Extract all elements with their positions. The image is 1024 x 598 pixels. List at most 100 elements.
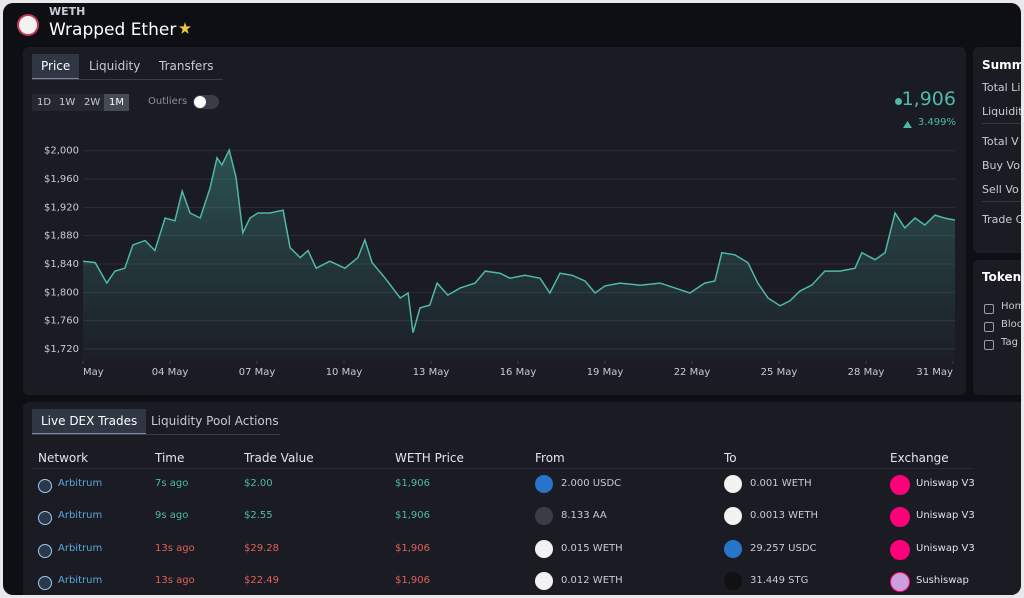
column-header: To xyxy=(724,451,737,465)
cell-from: 8.133 AA xyxy=(561,510,607,522)
link-icon xyxy=(984,322,994,332)
summary-item: Buy Vo xyxy=(982,159,1020,172)
asset-icon xyxy=(535,571,553,590)
network-icon xyxy=(38,479,52,493)
summary-card: Summa Total Li Liquidit Total V Buy Vo Sell V… xyxy=(973,47,1021,253)
cell-exchange: Uniswap V3 xyxy=(916,510,975,522)
cell-to: 29.257 USDC xyxy=(750,542,817,554)
x-tick-label: 25 May xyxy=(761,367,798,378)
link-icon xyxy=(984,304,994,314)
cell-time: 13s ago xyxy=(155,574,195,586)
asset-icon xyxy=(890,539,910,560)
summary-item: Trade C xyxy=(982,213,1021,226)
column-header: Trade Value xyxy=(244,451,314,465)
cell-to: 31.449 STG xyxy=(750,574,809,586)
chart-tab[interactable]: Price xyxy=(32,54,80,80)
token-name: Wrapped Ether xyxy=(49,20,177,40)
y-tick-label: $1,840 xyxy=(44,259,79,270)
token-link[interactable]: Bloc xyxy=(1001,319,1021,330)
network-icon xyxy=(38,543,52,558)
x-tick-label: 13 May xyxy=(413,367,450,378)
token-title: Token M xyxy=(982,270,1021,284)
x-tick-label: 22 May xyxy=(674,367,711,378)
network-icon xyxy=(38,575,52,590)
token-link[interactable]: Tag xyxy=(1001,337,1018,348)
cell-price: $1,906 xyxy=(395,574,430,586)
token-card: Token M Hom Bloc Tag xyxy=(973,260,1021,395)
network-icon xyxy=(38,511,52,526)
asset-icon xyxy=(890,475,910,495)
price-area xyxy=(83,150,955,361)
cell-network[interactable]: Arbitrum xyxy=(58,574,103,586)
cell-price: $1,906 xyxy=(395,542,430,554)
cell-from: 2.000 USDC xyxy=(561,478,622,489)
range-button[interactable]: 1M xyxy=(104,94,129,111)
x-tick-label: 19 May xyxy=(587,367,624,378)
cell-network[interactable]: Arbitrum xyxy=(58,542,103,554)
summary-item: Sell Vo xyxy=(982,183,1019,196)
cell-network[interactable]: Arbitrum xyxy=(58,510,103,522)
range-button[interactable]: 1D xyxy=(32,94,57,111)
cell-value: $2.55 xyxy=(244,510,273,522)
x-tick-label: 16 May xyxy=(500,367,537,378)
header-rule xyxy=(32,468,972,469)
trades-tab[interactable]: Live DEX Trades xyxy=(32,409,147,435)
current-price: 1,906 xyxy=(901,88,956,110)
y-tick-label: $1,760 xyxy=(44,316,79,327)
cell-value: $22.49 xyxy=(244,574,279,586)
outliers-toggle[interactable] xyxy=(193,95,219,109)
x-tick-label: 10 May xyxy=(326,367,363,378)
price-dot xyxy=(895,98,902,105)
price-card: Price Liquidity Transfers 1D 1W 2W 1M Outliers 1… xyxy=(23,47,966,395)
cell-time: 7s ago xyxy=(155,478,189,489)
summary-title: Summa xyxy=(982,58,1021,72)
asset-icon xyxy=(535,475,553,493)
x-tick-label: 28 May xyxy=(848,367,885,378)
chart-tab[interactable]: Transfers xyxy=(159,59,214,73)
trades-card: Live DEX Trades Liquidity Pool Actions Net… xyxy=(23,402,1021,595)
cell-to: 0.001 WETH xyxy=(750,478,812,489)
cell-price: $1,906 xyxy=(395,478,430,489)
asset-icon xyxy=(724,539,742,558)
range-button[interactable]: 2W xyxy=(79,94,106,111)
chart-tab[interactable]: Liquidity xyxy=(89,59,141,73)
cell-network[interactable]: Arbitrum xyxy=(58,478,103,489)
cell-exchange: Uniswap V3 xyxy=(916,542,975,554)
column-header: From xyxy=(535,451,565,465)
tab-underline xyxy=(32,434,280,435)
token-logo xyxy=(17,14,39,36)
token-symbol: WETH xyxy=(49,5,86,18)
link-icon xyxy=(984,340,994,350)
cell-value: $2.00 xyxy=(244,478,273,489)
summary-item: Total V xyxy=(982,135,1019,148)
price-change: 3.499% xyxy=(917,117,956,128)
y-tick-label: $2,000 xyxy=(44,146,79,157)
x-tick-label: 31 May xyxy=(916,367,953,378)
trades-tab[interactable]: Liquidity Pool Actions xyxy=(151,414,279,428)
cell-exchange: Sushiswap xyxy=(916,574,969,586)
cell-time: 9s ago xyxy=(155,510,189,522)
asset-icon xyxy=(535,507,553,526)
range-button[interactable]: 1W xyxy=(54,94,81,111)
y-tick-label: $1,720 xyxy=(44,344,79,355)
token-link[interactable]: Hom xyxy=(1001,301,1021,312)
cell-price: $1,906 xyxy=(395,510,430,522)
column-header: Network xyxy=(38,451,89,465)
asset-icon xyxy=(890,571,910,592)
toggle-knob xyxy=(194,96,206,108)
x-tick-label: 07 May xyxy=(239,367,276,378)
favorite-star[interactable] xyxy=(179,22,191,34)
asset-icon xyxy=(890,507,910,528)
column-header: Exchange xyxy=(890,451,949,465)
x-tick-label: 04 May xyxy=(152,367,189,378)
summary-item: Liquidit xyxy=(982,105,1021,118)
column-header: WETH Price xyxy=(395,451,464,465)
cell-time: 13s ago xyxy=(155,542,195,554)
cell-from: 0.015 WETH xyxy=(561,542,623,554)
y-tick-label: $1,880 xyxy=(44,231,79,242)
outliers-label: Outliers xyxy=(148,96,188,107)
price-line xyxy=(82,147,956,333)
asset-icon xyxy=(535,539,553,558)
asset-icon xyxy=(724,475,742,493)
column-header: Time xyxy=(155,451,185,465)
